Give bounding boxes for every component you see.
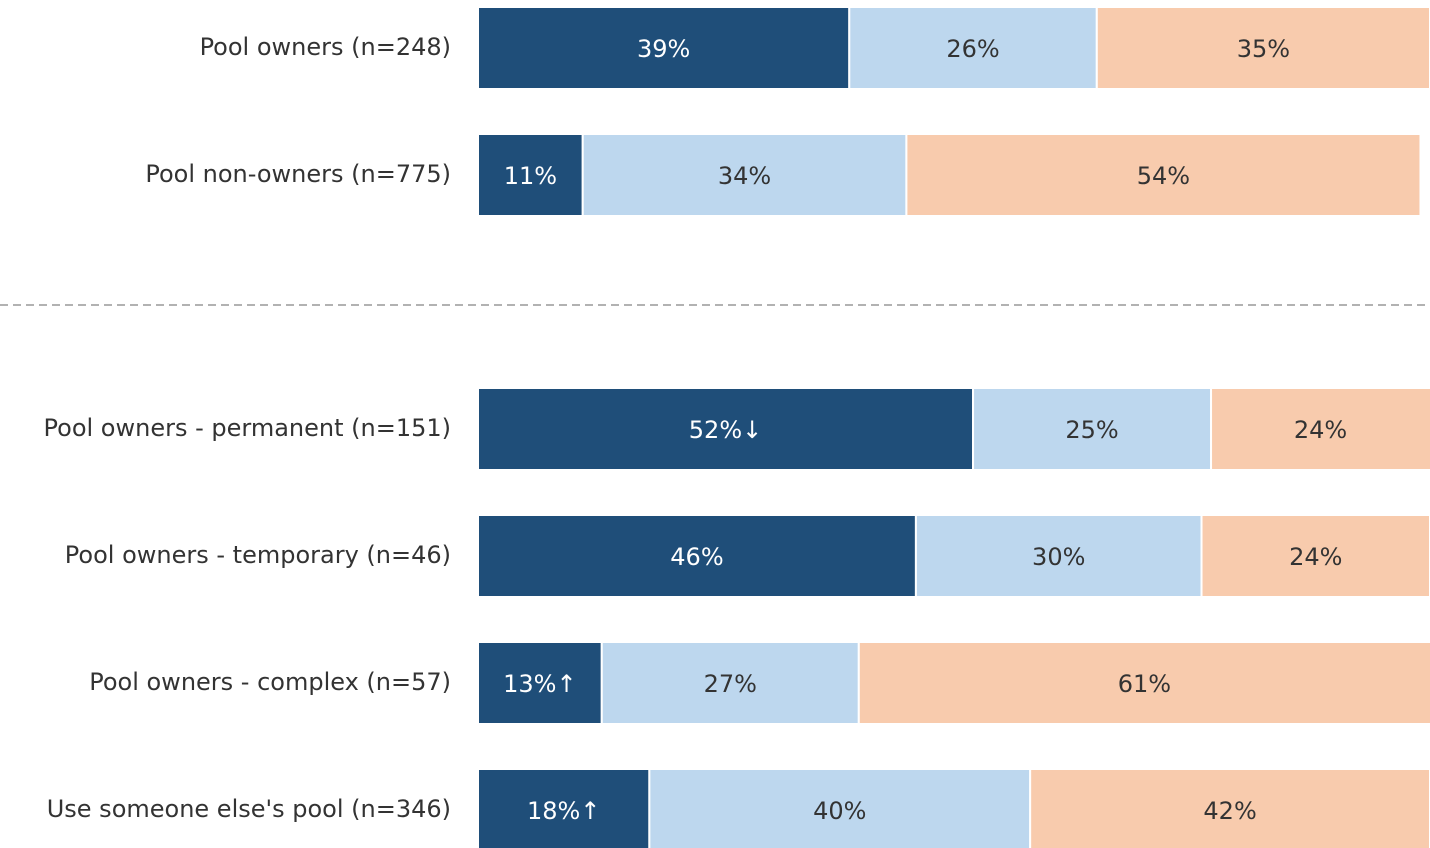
bar-segment bbox=[478, 641, 603, 725]
bar-segment bbox=[478, 387, 975, 471]
bar-segment bbox=[600, 641, 860, 725]
bar-segment bbox=[848, 6, 1098, 90]
value-label: 25% bbox=[1065, 416, 1118, 444]
value-label: 11% bbox=[504, 162, 557, 190]
value-label: 18%↑ bbox=[527, 797, 600, 825]
category-label: Use someone else's pool (n=346) bbox=[47, 795, 451, 823]
value-label: 13%↑ bbox=[503, 670, 576, 698]
bar-segment bbox=[478, 514, 917, 598]
value-label: 34% bbox=[718, 162, 771, 190]
bar-segment bbox=[581, 133, 908, 217]
category-label: Pool owners - permanent (n=151) bbox=[44, 414, 451, 442]
bar-segment bbox=[1210, 387, 1430, 471]
bar-segment bbox=[648, 768, 1032, 848]
value-label: 30% bbox=[1032, 543, 1085, 571]
bar-segment bbox=[478, 133, 584, 217]
bar-segment bbox=[478, 6, 851, 90]
value-label: 46% bbox=[670, 543, 723, 571]
bar-segment bbox=[1095, 6, 1430, 90]
value-label: 26% bbox=[946, 35, 999, 63]
category-label: Pool owners - temporary (n=46) bbox=[65, 541, 451, 569]
value-label: 54% bbox=[1137, 162, 1190, 190]
bar-segment bbox=[857, 641, 1430, 725]
bar-segment bbox=[478, 768, 651, 848]
value-label: 52%↓ bbox=[689, 416, 762, 444]
value-label: 39% bbox=[637, 35, 690, 63]
category-label: Pool non-owners (n=775) bbox=[145, 160, 451, 188]
value-label: 24% bbox=[1294, 416, 1347, 444]
value-label: 61% bbox=[1118, 670, 1171, 698]
bar-segment bbox=[1029, 768, 1430, 848]
bar-segment bbox=[1200, 514, 1430, 598]
bar-segment bbox=[905, 133, 1422, 217]
value-label: 42% bbox=[1203, 797, 1256, 825]
value-label: 35% bbox=[1237, 35, 1290, 63]
value-label: 24% bbox=[1289, 543, 1342, 571]
bar-segment bbox=[972, 387, 1213, 471]
category-label: Pool owners (n=248) bbox=[200, 33, 451, 61]
value-label: 27% bbox=[704, 670, 757, 698]
value-label: 40% bbox=[813, 797, 866, 825]
plot-area: 39% 26% 35% 11% 34% 54% 52%↓ 25% 24% 46% 30% 24% 13%… bbox=[478, 6, 1430, 848]
category-label: Pool owners - complex (n=57) bbox=[89, 668, 451, 696]
